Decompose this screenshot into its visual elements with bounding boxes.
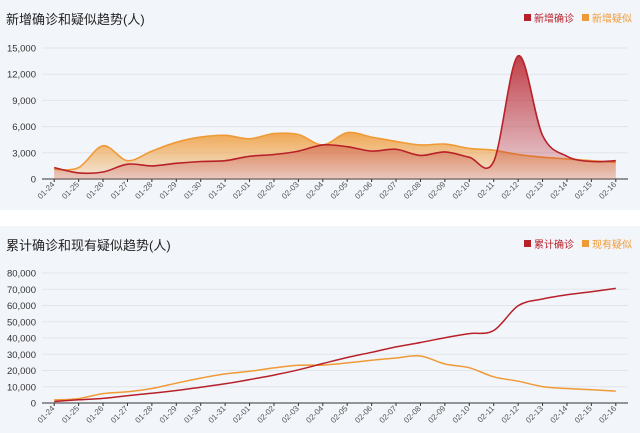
x-tick-label: 01-30 [182, 180, 203, 201]
x-tick-label: 01-30 [182, 404, 203, 425]
x-tick-label: 01-27 [109, 404, 130, 425]
panel-divider [0, 210, 640, 226]
y-tick-label: 15,000 [7, 44, 36, 55]
x-tick-label: 01-24 [36, 404, 57, 425]
x-tick-label: 01-25 [60, 404, 81, 425]
legend-label: 新增确诊 [534, 14, 574, 25]
y-tick-label: 50,000 [7, 317, 36, 328]
y-tick-label: 0 [31, 175, 36, 186]
series-line-2[interactable] [54, 355, 616, 401]
legend-swatch [524, 240, 531, 247]
y-tick-label: 60,000 [7, 301, 36, 312]
chart-plot-cumulative: 0 10,000 20,000 30,000 40,000 50,000 60,000 70,… [7, 269, 628, 425]
chart-title: 累计确诊和现有疑似趋势(人) [6, 238, 171, 253]
x-tick-label: 02-15 [573, 404, 594, 425]
x-tick-label: 02-12 [500, 180, 521, 201]
x-tick-label: 01-24 [36, 180, 57, 201]
x-tick-label: 02-08 [402, 180, 423, 201]
series-line-1[interactable] [54, 287, 616, 403]
x-tick-label: 02-02 [256, 180, 277, 201]
x-tick-label: 02-05 [329, 180, 350, 201]
x-tick-label: 02-15 [573, 180, 594, 201]
y-tick-label: 12,000 [7, 70, 36, 81]
legend-item-new-confirmed[interactable]: 新增确诊 [524, 10, 574, 25]
x-tick-label: 02-09 [426, 404, 447, 425]
chart-legend[interactable]: 新增确诊 新增疑似 [524, 10, 632, 25]
legend-label: 累计确诊 [534, 240, 574, 251]
x-tick-label: 02-10 [451, 404, 472, 425]
x-tick-label: 02-06 [353, 404, 374, 425]
legend-label: 新增疑似 [592, 14, 632, 25]
chart-legend[interactable]: 累计确诊 现有疑似 [524, 236, 632, 251]
x-tick-label: 02-10 [451, 180, 472, 201]
legend-swatch [582, 240, 589, 247]
y-tick-label: 70,000 [7, 285, 36, 296]
x-tick-label: 02-04 [304, 180, 325, 201]
x-tick-label: 02-01 [231, 404, 252, 425]
series-line-1[interactable] [54, 55, 616, 175]
x-tick-label: 02-11 [476, 180, 497, 201]
x-tick-label: 02-11 [476, 404, 497, 425]
x-tick-label: 02-07 [378, 404, 399, 425]
y-tick-label: 3,000 [12, 148, 36, 159]
y-tick-label: 40,000 [7, 334, 36, 345]
x-tick-label: 01-31 [207, 404, 228, 425]
x-tick-label: 02-07 [378, 180, 399, 201]
x-tick-label: 02-05 [329, 404, 350, 425]
y-tick-label: 80,000 [7, 269, 36, 280]
legend-item-cumulative-confirmed[interactable]: 累计确诊 [524, 236, 574, 251]
x-tick-label: 02-09 [426, 180, 447, 201]
chart-title: 新增确诊和疑似趋势(人) [6, 12, 145, 27]
y-tick-label: 9,000 [12, 96, 36, 107]
x-tick-label: 02-13 [524, 180, 545, 201]
x-tick-label: 02-06 [353, 180, 374, 201]
legend-item-current-suspected[interactable]: 现有疑似 [582, 236, 632, 251]
x-tick-label: 02-16 [597, 404, 618, 425]
x-tick-label: 01-29 [158, 404, 179, 425]
x-tick-label: 01-25 [60, 180, 81, 201]
legend-swatch [582, 14, 589, 21]
x-tick-label: 02-14 [549, 404, 570, 425]
x-tick-label: 01-29 [158, 180, 179, 201]
y-tick-label: 20,000 [7, 366, 36, 377]
x-tick-label: 02-03 [280, 180, 301, 201]
x-tick-label: 02-03 [280, 404, 301, 425]
x-tick-label: 02-16 [597, 180, 618, 201]
series-area-1 [54, 55, 616, 180]
x-tick-label: 02-01 [231, 180, 252, 201]
y-tick-label: 6,000 [12, 122, 36, 133]
x-tick-label: 01-26 [85, 404, 106, 425]
y-tick-label: 0 [31, 399, 36, 410]
x-tick-label: 02-02 [256, 404, 277, 425]
legend-label: 现有疑似 [592, 240, 632, 251]
x-tick-label: 01-31 [207, 180, 228, 201]
x-tick-label: 02-04 [304, 404, 325, 425]
legend-item-new-suspected[interactable]: 新增疑似 [582, 10, 632, 25]
legend-swatch [524, 14, 531, 21]
y-tick-label: 30,000 [7, 350, 36, 361]
y-tick-label: 10,000 [7, 382, 36, 393]
x-tick-label: 01-27 [109, 180, 130, 201]
x-tick-label: 02-08 [402, 404, 423, 425]
x-tick-label: 01-26 [85, 180, 106, 201]
x-tick-label: 01-28 [133, 180, 154, 201]
x-tick-label: 02-14 [549, 180, 570, 201]
x-tick-label: 02-12 [500, 404, 521, 425]
x-tick-label: 01-28 [133, 404, 154, 425]
x-tick-label: 02-13 [524, 404, 545, 425]
